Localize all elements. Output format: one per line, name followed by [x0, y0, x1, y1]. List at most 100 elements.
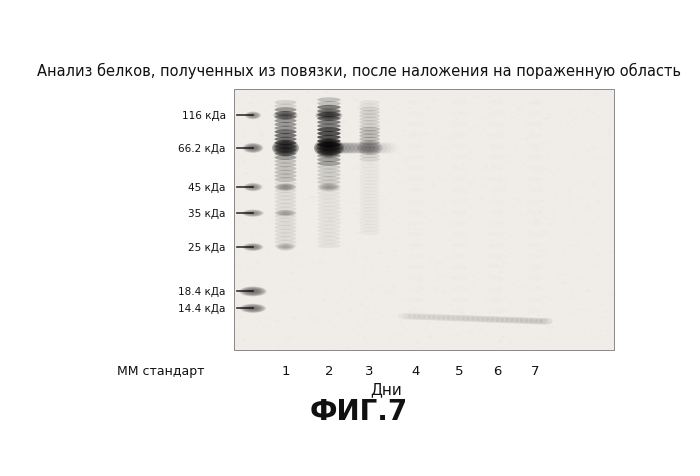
Ellipse shape	[274, 204, 297, 208]
Ellipse shape	[248, 246, 258, 249]
Text: 7: 7	[531, 364, 539, 377]
Ellipse shape	[461, 316, 475, 322]
Ellipse shape	[244, 144, 262, 153]
Ellipse shape	[278, 185, 293, 190]
Ellipse shape	[276, 211, 294, 216]
Ellipse shape	[277, 144, 294, 154]
Ellipse shape	[359, 141, 380, 146]
Ellipse shape	[317, 233, 341, 238]
Ellipse shape	[273, 111, 298, 121]
Ellipse shape	[274, 215, 297, 219]
Ellipse shape	[278, 113, 293, 119]
Ellipse shape	[316, 140, 342, 157]
Ellipse shape	[274, 167, 297, 171]
Ellipse shape	[274, 152, 297, 157]
Ellipse shape	[274, 184, 296, 192]
Ellipse shape	[317, 162, 341, 167]
Ellipse shape	[246, 185, 260, 190]
Text: 35 кДа: 35 кДа	[188, 208, 226, 218]
Ellipse shape	[505, 317, 519, 324]
Ellipse shape	[333, 143, 346, 154]
Ellipse shape	[317, 109, 341, 114]
Ellipse shape	[362, 144, 377, 153]
Ellipse shape	[274, 130, 297, 135]
Ellipse shape	[341, 143, 355, 154]
Ellipse shape	[242, 210, 264, 218]
Ellipse shape	[403, 313, 416, 320]
Ellipse shape	[274, 211, 297, 216]
Ellipse shape	[274, 112, 297, 117]
Ellipse shape	[317, 136, 341, 140]
Text: 116 кДа: 116 кДа	[182, 111, 226, 121]
Ellipse shape	[246, 113, 260, 119]
Text: 1: 1	[281, 364, 290, 377]
Ellipse shape	[359, 143, 380, 154]
Ellipse shape	[274, 244, 297, 248]
Ellipse shape	[244, 306, 262, 312]
Ellipse shape	[244, 184, 262, 191]
Ellipse shape	[276, 185, 294, 191]
Ellipse shape	[245, 112, 261, 120]
Ellipse shape	[248, 146, 258, 151]
Ellipse shape	[317, 120, 341, 125]
Ellipse shape	[248, 114, 258, 119]
Ellipse shape	[317, 177, 341, 181]
Ellipse shape	[317, 225, 341, 230]
Text: 45 кДа: 45 кДа	[188, 183, 226, 193]
Ellipse shape	[317, 150, 341, 155]
Ellipse shape	[242, 288, 264, 296]
Ellipse shape	[359, 131, 380, 136]
Ellipse shape	[318, 112, 340, 120]
Ellipse shape	[359, 128, 380, 132]
Ellipse shape	[274, 207, 297, 212]
Ellipse shape	[318, 184, 340, 192]
Ellipse shape	[317, 166, 341, 170]
Ellipse shape	[276, 112, 295, 120]
Text: 5: 5	[455, 364, 463, 377]
Ellipse shape	[247, 185, 259, 190]
Ellipse shape	[359, 121, 380, 126]
Text: 3: 3	[365, 364, 374, 377]
Ellipse shape	[317, 147, 341, 151]
Ellipse shape	[510, 317, 524, 324]
Ellipse shape	[361, 143, 375, 154]
Ellipse shape	[276, 184, 295, 191]
Ellipse shape	[276, 244, 295, 251]
Ellipse shape	[317, 210, 341, 215]
Ellipse shape	[359, 104, 380, 109]
Ellipse shape	[277, 113, 294, 119]
Ellipse shape	[337, 143, 351, 154]
Ellipse shape	[374, 143, 387, 154]
Ellipse shape	[324, 146, 333, 151]
Ellipse shape	[320, 143, 338, 154]
Ellipse shape	[370, 143, 383, 154]
Ellipse shape	[274, 170, 297, 175]
Ellipse shape	[317, 141, 341, 156]
Ellipse shape	[274, 163, 297, 168]
Ellipse shape	[274, 123, 297, 128]
Ellipse shape	[317, 188, 341, 192]
Ellipse shape	[432, 315, 446, 321]
Ellipse shape	[317, 218, 341, 222]
Ellipse shape	[349, 143, 363, 154]
Ellipse shape	[319, 112, 338, 120]
Ellipse shape	[246, 145, 260, 152]
Ellipse shape	[273, 141, 298, 156]
Ellipse shape	[322, 114, 336, 119]
Ellipse shape	[359, 118, 380, 122]
Ellipse shape	[245, 306, 261, 311]
Ellipse shape	[274, 237, 297, 241]
Ellipse shape	[274, 178, 297, 182]
Ellipse shape	[242, 305, 263, 312]
Ellipse shape	[243, 210, 262, 217]
Ellipse shape	[356, 141, 383, 156]
Ellipse shape	[519, 317, 533, 324]
Ellipse shape	[317, 169, 341, 174]
Ellipse shape	[359, 154, 380, 159]
Ellipse shape	[274, 141, 297, 146]
Ellipse shape	[534, 318, 548, 325]
Ellipse shape	[247, 146, 259, 152]
Ellipse shape	[417, 314, 431, 320]
Ellipse shape	[359, 158, 380, 162]
Ellipse shape	[274, 189, 297, 194]
